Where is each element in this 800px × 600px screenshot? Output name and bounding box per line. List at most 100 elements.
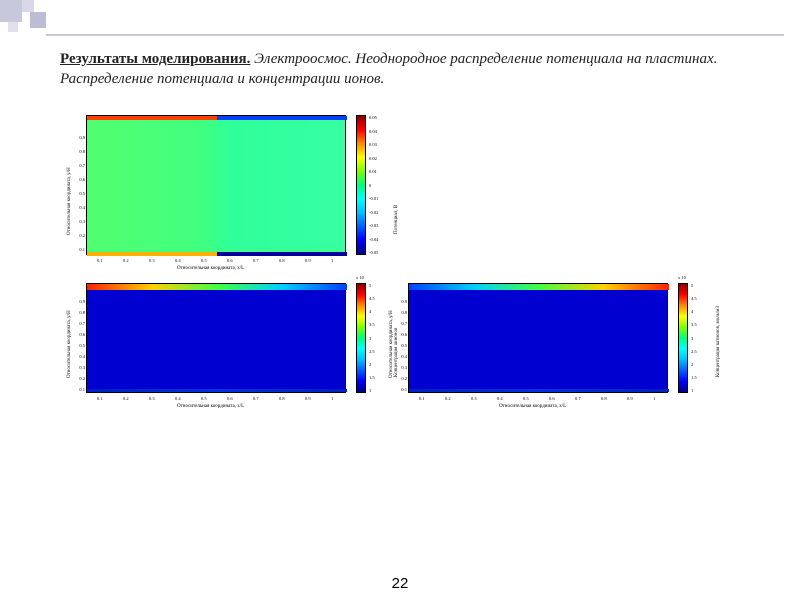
colorbar-label: Концентрация катионов, моль/м3 xyxy=(716,306,721,377)
x-axis-label: Относительная координата, x/L xyxy=(177,404,244,409)
colorbar-tick: -0.02 xyxy=(369,210,378,215)
colorbar-tick: 3 xyxy=(369,336,375,341)
y-tick: 0.3 xyxy=(79,365,85,370)
x-tick: 0.7 xyxy=(253,258,259,263)
heatmap-axes: 0.10.20.30.40.50.60.70.80.910.10.20.30.4… xyxy=(86,283,346,393)
x-tick: 0.3 xyxy=(149,258,155,263)
x-tick: 0.2 xyxy=(123,396,129,401)
x-tick: 0.7 xyxy=(575,396,581,401)
figure-potential: 0.10.20.30.40.50.60.70.80.910.10.20.30.4… xyxy=(60,115,366,273)
colorbar-tick: 1 xyxy=(691,388,697,393)
y-axis-label: Относительная координата, y/H xyxy=(67,167,72,235)
y-tick: 0.9 xyxy=(79,299,85,304)
y-tick: 0.3 xyxy=(401,365,407,370)
colorbar-tick: 5 xyxy=(691,283,697,288)
colorbar-tick: 0.04 xyxy=(369,129,378,134)
x-tick: 0.7 xyxy=(253,396,259,401)
y-tick: 0.3 xyxy=(79,219,85,224)
x-tick: 0.5 xyxy=(523,396,529,401)
figure-anion-concentration: 0.10.20.30.40.50.60.70.80.910.10.20.30.4… xyxy=(60,283,366,411)
field-bottom-band xyxy=(409,389,669,392)
y-tick: 0.6 xyxy=(79,177,85,182)
y-tick: 0.8 xyxy=(401,310,407,315)
slide-body: Результаты моделирования. Электроосмос. … xyxy=(60,50,770,580)
x-tick: 0.4 xyxy=(497,396,503,401)
title-bold: Результаты моделирования. xyxy=(60,51,250,67)
colorbar xyxy=(356,115,366,255)
colorbar-tick: -0.04 xyxy=(369,237,378,242)
y-tick: 0.6 xyxy=(79,332,85,337)
colorbar-tick: -0.03 xyxy=(369,223,378,228)
header-rule xyxy=(46,34,784,36)
colorbar-tick: 1.5 xyxy=(369,375,375,380)
page-number: 22 xyxy=(392,575,409,592)
y-tick: 0.1 xyxy=(401,387,407,392)
field-top-band xyxy=(87,284,347,290)
colorbar-tick: 1.5 xyxy=(691,375,697,380)
x-tick: 0.1 xyxy=(97,396,103,401)
figure-cation-concentration: 0.10.20.30.40.50.60.70.80.910.10.20.30.4… xyxy=(382,283,688,411)
y-tick: 0.4 xyxy=(79,205,85,210)
colorbar-tick: 4.5 xyxy=(369,296,375,301)
x-tick: 0.8 xyxy=(279,258,285,263)
x-tick: 0.3 xyxy=(471,396,477,401)
x-tick: 0.4 xyxy=(175,258,181,263)
y-tick: 0.8 xyxy=(79,149,85,154)
colorbar-tick: 2.5 xyxy=(691,349,697,354)
x-tick: 0.8 xyxy=(601,396,607,401)
x-tick: 1 xyxy=(653,396,655,401)
x-tick: 0.8 xyxy=(279,396,285,401)
x-tick: 0.9 xyxy=(305,396,311,401)
x-tick: 0.2 xyxy=(445,396,451,401)
colorbar-tick: 2.5 xyxy=(369,349,375,354)
y-tick: 0.8 xyxy=(79,310,85,315)
colorbar-tick: -0.05 xyxy=(369,250,378,255)
y-tick: 0.4 xyxy=(401,354,407,359)
field-bottom-band xyxy=(87,389,347,392)
colorbar-tick: 3.5 xyxy=(691,322,697,327)
y-tick: 0.9 xyxy=(401,299,407,304)
heatmap-axes: 0.10.20.30.40.50.60.70.80.910.10.20.30.4… xyxy=(86,115,346,255)
x-tick: 0.3 xyxy=(149,396,155,401)
y-tick: 0.7 xyxy=(79,321,85,326)
colorbar-tick: 4.5 xyxy=(691,296,697,301)
decor-square xyxy=(30,12,46,28)
x-tick: 0.2 xyxy=(123,258,129,263)
x-tick: 0.4 xyxy=(175,396,181,401)
colorbar xyxy=(678,283,688,393)
x-tick: 0.6 xyxy=(549,396,555,401)
colorbar-tick: 5 xyxy=(369,283,375,288)
y-tick: 0.1 xyxy=(79,247,85,252)
decor-square xyxy=(8,22,18,32)
slide-title: Результаты моделирования. Электроосмос. … xyxy=(60,50,770,89)
field-top-band xyxy=(409,284,669,290)
colorbar-tick: 0.03 xyxy=(369,142,378,147)
colorbar-tick: 4 xyxy=(691,309,697,314)
colorbar-tick: 1 xyxy=(369,388,375,393)
colorbar-tick: 2 xyxy=(691,362,697,367)
field-band xyxy=(87,252,217,256)
colorbar-tick: 2 xyxy=(369,362,375,367)
colorbar-tick: 0.05 xyxy=(369,115,378,120)
x-axis-label: Относительная координата, x/L xyxy=(499,404,566,409)
x-tick: 0.1 xyxy=(97,258,103,263)
colorbar-tick: 3.5 xyxy=(369,322,375,327)
colorbar-exponent: x 10 xyxy=(678,275,686,280)
y-tick: 0.5 xyxy=(79,191,85,196)
colorbar-exponent: x 10 xyxy=(356,275,364,280)
y-tick: 0.5 xyxy=(79,343,85,348)
colorbar-tick: 4 xyxy=(369,309,375,314)
colorbar-tick: 0 xyxy=(369,183,378,188)
decor-square xyxy=(22,0,34,12)
colorbar-tick: 3 xyxy=(691,336,697,341)
colorbar xyxy=(356,283,366,393)
y-tick: 0.5 xyxy=(401,343,407,348)
y-tick: 0.2 xyxy=(401,376,407,381)
y-tick: 0.1 xyxy=(79,387,85,392)
x-tick: 0.6 xyxy=(227,396,233,401)
x-tick: 1 xyxy=(331,396,333,401)
colorbar-label: Потенциал, В xyxy=(394,205,399,234)
y-axis-label: Относительная координата, y/H xyxy=(67,310,72,378)
figure-row-top: 0.10.20.30.40.50.60.70.80.910.10.20.30.4… xyxy=(60,115,770,273)
y-tick: 0.2 xyxy=(79,376,85,381)
